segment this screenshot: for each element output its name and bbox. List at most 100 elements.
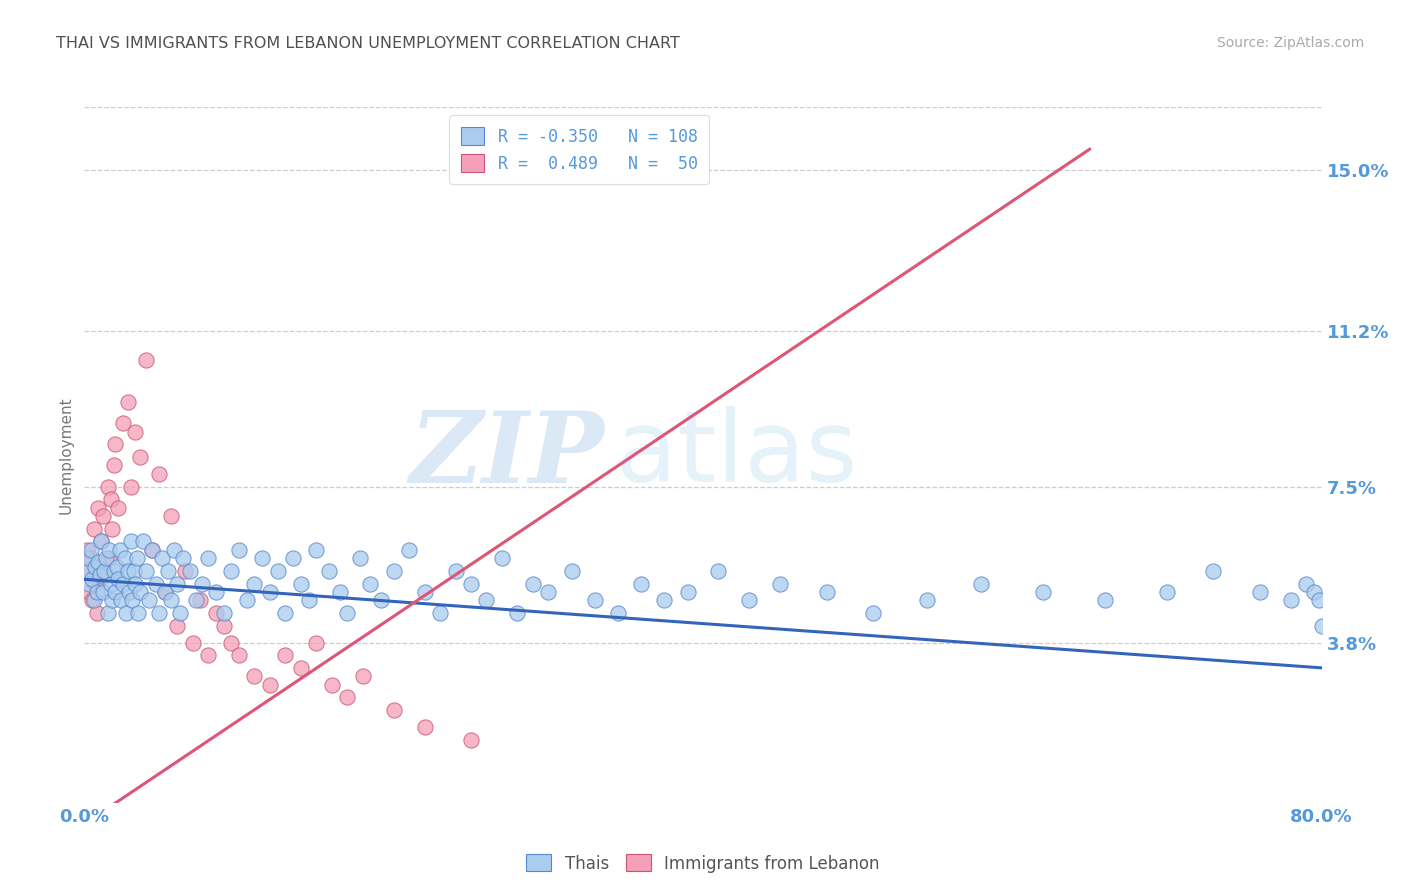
Point [413,720,436,734]
Point [815,585,838,599]
Point [148,606,170,620]
Point [100,576,122,591]
Point [329,585,352,599]
Point [97,479,120,493]
Point [104,437,127,451]
Point [197,551,219,566]
Point [221,564,243,578]
Point [413,585,436,599]
Point [117,564,139,578]
Text: THAI VS IMMIGRANTS FROM LEBANON UNEMPLOYMENT CORRELATION CHART: THAI VS IMMIGRANTS FROM LEBANON UNEMPLOY… [56,36,681,51]
Point [135,353,157,368]
Point [107,572,129,586]
Point [205,606,228,620]
Point [100,492,122,507]
Point [290,576,312,591]
Point [1295,576,1317,591]
Point [398,542,420,557]
Point [120,534,142,549]
Point [1032,585,1054,599]
Point [153,585,176,599]
Point [117,395,139,409]
Point [110,593,132,607]
Point [197,648,219,663]
Point [862,606,884,620]
Point [77,585,100,599]
Point [707,564,730,578]
Point [75,564,97,578]
Text: atlas: atlas [616,407,858,503]
Point [191,576,214,591]
Point [522,576,544,591]
Point [738,593,761,607]
Point [305,542,328,557]
Point [491,551,513,566]
Point [98,551,121,566]
Point [169,606,191,620]
Point [107,500,129,515]
Point [444,564,467,578]
Point [97,606,120,620]
Point [91,585,114,599]
Point [321,678,343,692]
Point [98,542,121,557]
Point [1279,593,1302,607]
Point [1094,593,1116,607]
Point [1308,593,1330,607]
Point [1310,618,1333,632]
Point [94,551,117,566]
Point [82,593,104,607]
Point [583,593,606,607]
Point [83,593,105,607]
Point [1249,585,1271,599]
Point [336,606,359,620]
Point [124,576,146,591]
Point [212,606,235,620]
Point [141,542,163,557]
Point [188,593,212,607]
Point [90,534,112,549]
Point [274,648,297,663]
Point [769,576,792,591]
Point [79,551,101,566]
Point [115,606,138,620]
Point [118,585,141,599]
Point [205,585,228,599]
Point [145,576,167,591]
Point [382,703,405,717]
Point [76,542,98,557]
Point [174,564,197,578]
Point [228,542,250,557]
Point [305,635,328,649]
Point [166,618,188,632]
Point [120,479,142,493]
Point [184,593,207,607]
Point [121,593,143,607]
Point [970,576,993,591]
Point [129,450,152,464]
Point [148,467,170,481]
Point [607,606,630,620]
Point [460,732,482,747]
Point [101,593,124,607]
Point [654,593,676,607]
Point [228,648,250,663]
Point [318,564,340,578]
Legend: R = -0.350   N = 108, R =  0.489   N =  50: R = -0.350 N = 108, R = 0.489 N = 50 [450,115,709,185]
Point [166,576,188,591]
Point [75,564,97,578]
Point [561,564,583,578]
Point [91,509,114,524]
Point [267,564,290,578]
Point [103,564,125,578]
Point [506,606,529,620]
Point [243,576,266,591]
Point [103,458,125,473]
Point [352,669,374,683]
Point [138,593,160,607]
Point [150,551,173,566]
Point [156,564,179,578]
Point [630,576,652,591]
Point [163,542,186,557]
Point [1202,564,1225,578]
